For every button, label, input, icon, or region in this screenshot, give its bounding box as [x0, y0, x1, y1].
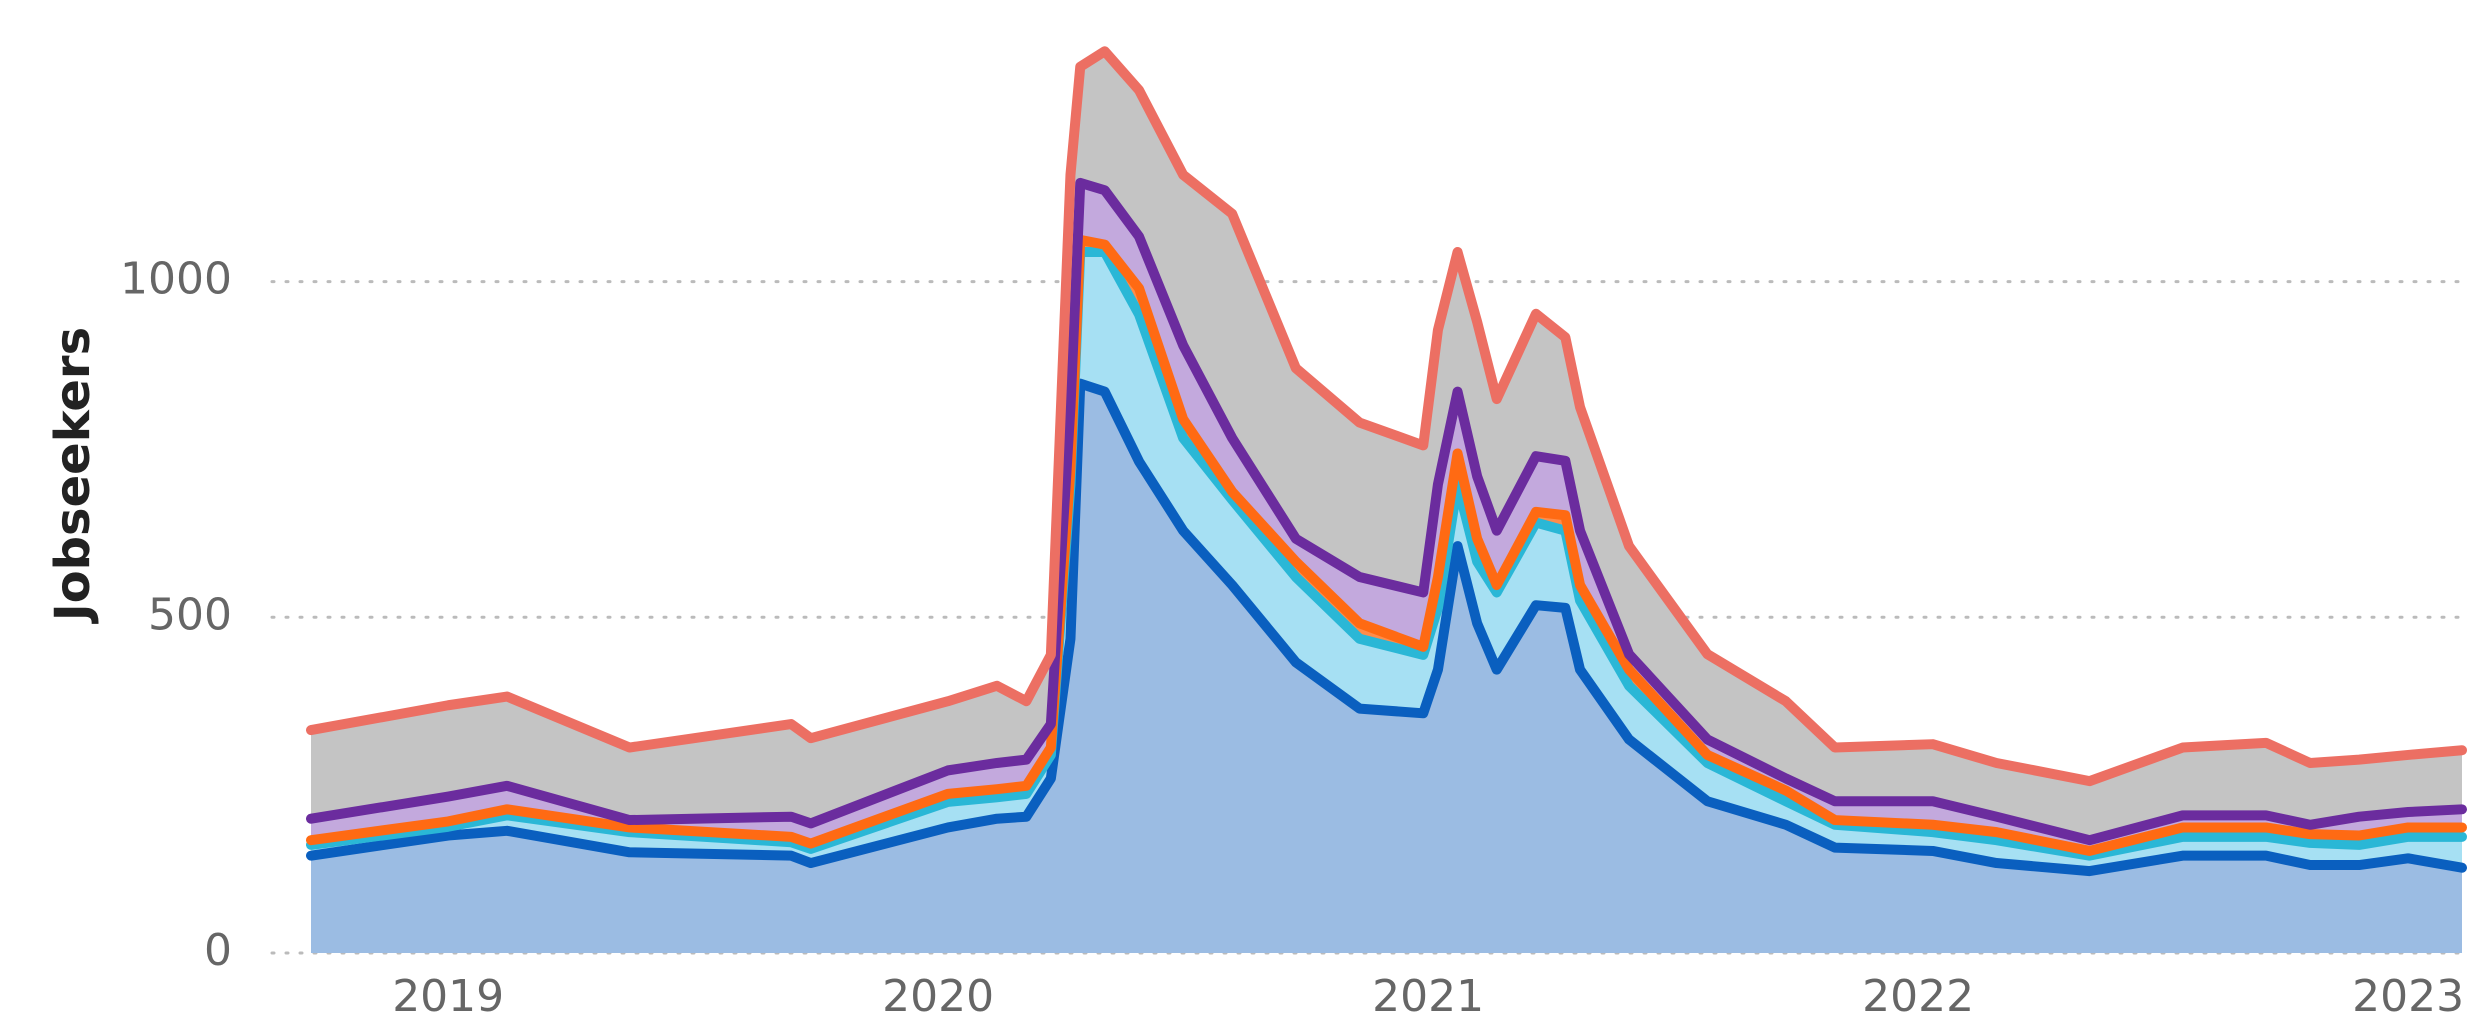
- x-tick-label: 2020: [882, 971, 994, 1022]
- line: [306, 46, 2467, 787]
- line: [306, 234, 2467, 856]
- y-axis-label: Jobseekers: [45, 327, 101, 624]
- area: [311, 383, 2462, 954]
- y-tick-label: 1000: [120, 254, 232, 305]
- x-tick-label: 2023: [2352, 971, 2464, 1022]
- line: [306, 177, 2467, 846]
- y-tick-label: 0: [204, 925, 232, 976]
- y-tick-label: 500: [148, 589, 232, 640]
- x-tick-label: 2021: [1372, 971, 1484, 1022]
- line: [306, 247, 2467, 861]
- line: [306, 378, 2467, 877]
- x-tick-label: 2019: [392, 971, 504, 1022]
- area: [311, 51, 2462, 841]
- x-tick-label: 2022: [1862, 971, 1974, 1022]
